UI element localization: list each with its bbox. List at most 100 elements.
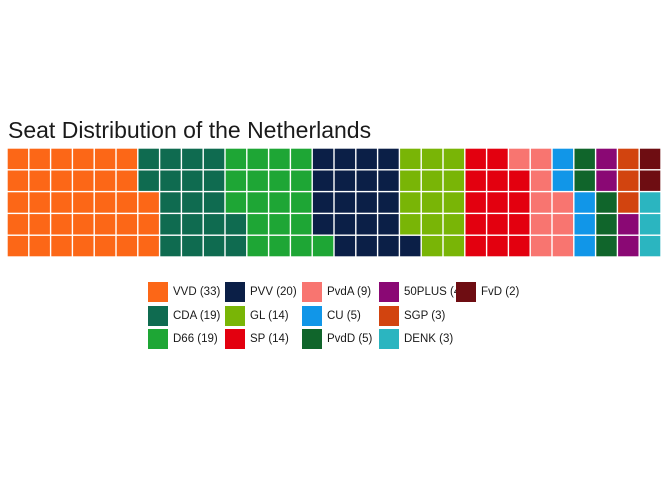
waffle-cell-pvv [356,192,377,213]
waffle-cell-sp [509,235,530,257]
legend-swatch [379,305,399,326]
waffle-cell-cda [225,235,247,257]
waffle-cell-gl [443,192,465,213]
waffle-cell-cda [160,148,181,170]
waffle-cell-sp [465,148,486,170]
waffle-cell-pvv [378,214,399,235]
waffle-cell-vvd [138,235,159,257]
waffle-cell-sp [509,214,530,235]
waffle-cell-cda [138,170,159,191]
waffle-cell-d66 [291,192,312,213]
waffle-cell-gl [443,170,465,191]
waffle-cell-pvv [356,214,377,235]
waffle-cell-vvd [7,235,29,257]
waffle-cell-pvv [356,170,377,191]
waffle-cell-vvd [116,235,138,257]
waffle-cell-gl [421,170,443,191]
waffle-cell-gl [421,148,443,170]
legend: VVD (33) CDA (19) D66 (19) PVV (20) GL (14) S… [148,281,588,351]
legend-label: D66 (19) [173,333,218,345]
legend-label: VVD (33) [173,286,221,298]
waffle-cell-pvv [312,214,334,235]
waffle-cell-d66 [269,235,290,257]
waffle-cell-vvd [116,214,138,235]
waffle-cell-d66 [225,192,247,213]
waffle-cell-vvd [73,170,94,191]
waffle-cell-cda [182,148,203,170]
waffle-cell-d66 [247,192,268,213]
legend-label: DENK (3) [404,333,454,345]
waffle-cell-d66 [269,170,290,191]
legend-swatch [379,282,399,302]
waffle-cell-d66 [269,192,290,213]
legend-swatch [225,329,245,349]
waffle-cell-vvd [29,148,50,170]
waffle-cell-denk [639,192,661,213]
waffle-cell-vvd [94,170,116,191]
waffle-cell-gl [400,214,421,235]
waffle-cell-d66 [291,170,312,191]
waffle-cell-50plus [618,214,639,235]
waffle-cell-vvd [73,214,94,235]
waffle-cell-pvv [312,170,334,191]
legend-item-sgp: SGP (3) [379,305,445,327]
waffle-cell-pvv [334,148,356,170]
waffle-cell-d66 [247,235,268,257]
waffle-cell-cda [203,148,225,170]
waffle-cell-gl [421,214,443,235]
waffle-cell-cda [182,192,203,213]
waffle-cell-vvd [29,214,50,235]
waffle-cell-pvdd [596,214,617,235]
waffle-cell-fvd [639,148,661,170]
waffle-cell-d66 [291,235,312,257]
waffle-cell-vvd [51,148,72,170]
waffle-cell-vvd [7,148,29,170]
waffle-cell-d66 [225,148,247,170]
waffle-cell-sp [487,192,508,213]
legend-label: PvdA (9) [327,286,372,298]
waffle-cell-sp [487,235,508,257]
waffle-cell-cda [182,214,203,235]
waffle-cell-vvd [138,214,159,235]
legend-label: FvD (2) [481,286,520,298]
legend-swatch [379,329,399,349]
waffle-cell-gl [443,214,465,235]
legend-item-50plus: 50PLUS (4) [379,281,464,303]
waffle-cell-vvd [73,148,94,170]
waffle-cell-vvd [29,170,50,191]
waffle-cell-vvd [51,214,72,235]
waffle-cell-d66 [247,214,268,235]
waffle-cell-sgp [618,148,639,170]
waffle-cell-cu [574,192,595,213]
waffle-cell-pvdd [574,170,595,191]
waffle-cell-d66 [247,170,268,191]
waffle-cell-vvd [94,192,116,213]
waffle-cell-d66 [269,148,290,170]
waffle-cell-cu [574,214,595,235]
legend-label: SGP (3) [404,309,446,322]
waffle-cell-d66 [269,214,290,235]
legend-item-cu: CU (5) [302,305,361,327]
legend-swatch [148,305,168,326]
waffle-cell-pvv [334,235,356,257]
waffle-cell-cu [574,235,595,257]
legend-label: SP (14) [250,333,289,345]
waffle-cell-sp [465,235,486,257]
waffle-cell-sp [487,214,508,235]
waffle-cell-d66 [291,214,312,235]
waffle-cell-sp [487,170,508,191]
waffle-cell-vvd [94,148,116,170]
legend-swatch [456,282,476,302]
waffle-cell-d66 [312,235,334,257]
waffle-cell-sp [487,148,508,170]
waffle-cell-pvda [530,192,552,213]
legend-item-cda: CDA (19) [148,305,220,327]
waffle-cell-pvv [378,192,399,213]
waffle-cell-gl [443,235,465,257]
waffle-cell-d66 [247,148,268,170]
waffle-cell-cda [203,192,225,213]
waffle-cell-gl [421,192,443,213]
legend-swatch [148,282,168,302]
waffle-cell-pvv [356,148,377,170]
waffle-cell-vvd [73,235,94,257]
